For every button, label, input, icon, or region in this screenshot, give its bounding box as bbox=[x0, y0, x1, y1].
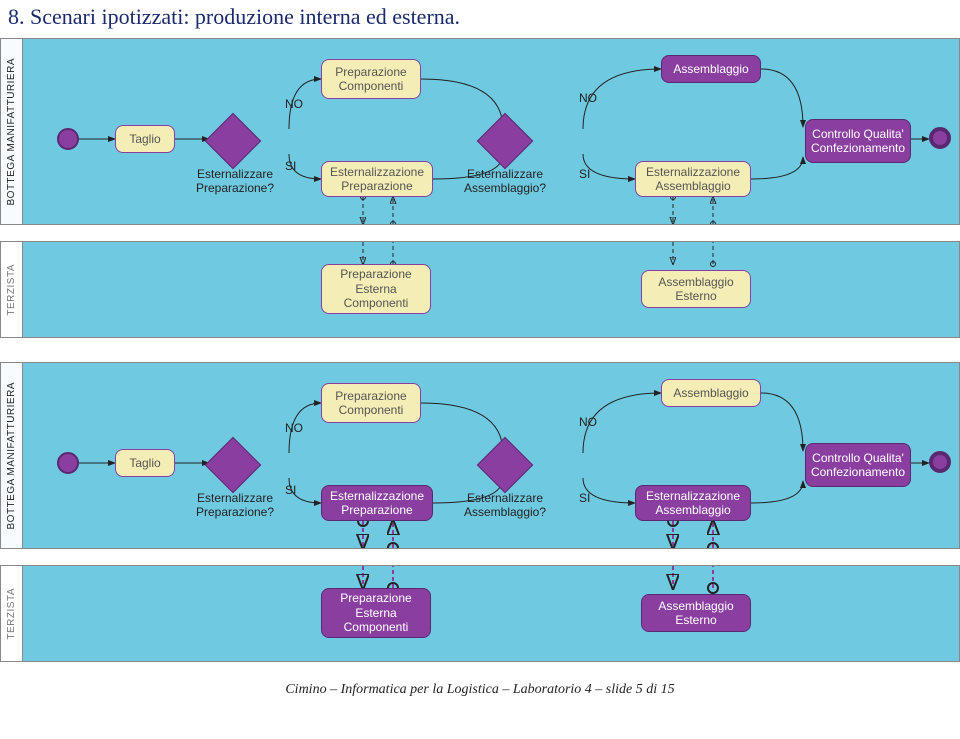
gateway-assem-2 bbox=[477, 437, 534, 494]
start-event-1 bbox=[57, 128, 79, 150]
task-prep-ext-2: Preparazione Esterna Componenti bbox=[321, 588, 431, 638]
pool-bottega-1: BOTTEGA MANIFATTURIERA bbox=[0, 38, 960, 225]
si2-label-1: SI bbox=[579, 167, 590, 181]
gateway-prep-1 bbox=[205, 113, 262, 170]
task-prep-comp-2: Preparazione Componenti bbox=[321, 383, 421, 423]
task-est-prep-1: Esternalizzazione Preparazione bbox=[321, 161, 433, 197]
task-taglio-1: Taglio bbox=[115, 125, 175, 153]
lane-label-text: BOTTEGA MANIFATTURIERA bbox=[6, 58, 17, 206]
pool-terzista-2: TERZISTA Preparazione Esterna Componenti… bbox=[0, 565, 960, 662]
task-est-assem-2: Esternalizzazione Assemblaggio bbox=[635, 485, 751, 521]
lane-label-text: TERZISTA bbox=[6, 264, 17, 316]
task-assemblaggio-2: Assemblaggio bbox=[661, 379, 761, 407]
task-est-prep-2: Esternalizzazione Preparazione bbox=[321, 485, 433, 521]
lane-label-bottega-1: BOTTEGA MANIFATTURIERA bbox=[1, 39, 23, 224]
no2-label-1: NO bbox=[579, 91, 597, 105]
no1-label-1: NO bbox=[285, 97, 303, 111]
gateway-assem-1 bbox=[477, 113, 534, 170]
start-event-2 bbox=[57, 452, 79, 474]
si1-label-1: SI bbox=[285, 159, 296, 173]
no2-label-2: NO bbox=[579, 415, 597, 429]
gw2-label-2: Esternalizzare Assemblaggio? bbox=[455, 491, 555, 520]
pool-bottega-2: BOTTEGA MANIFATTURIERA bbox=[0, 362, 960, 549]
gw2-label-1: Esternalizzare Assemblaggio? bbox=[455, 167, 555, 196]
lane-label-bottega-2: BOTTEGA MANIFATTURIERA bbox=[1, 363, 23, 548]
pool-terzista-1: TERZISTA Preparazione Esterna Componenti… bbox=[0, 241, 960, 338]
no1-label-2: NO bbox=[285, 421, 303, 435]
gateway-prep-2 bbox=[205, 437, 262, 494]
page-title: 8. Scenari ipotizzati: produzione intern… bbox=[0, 0, 960, 38]
task-prep-comp-1: Preparazione Componenti bbox=[321, 59, 421, 99]
end-event-1 bbox=[929, 127, 951, 149]
task-controllo-2: Controllo Qualita' Confezionamento bbox=[805, 443, 911, 487]
si2-label-2: SI bbox=[579, 491, 590, 505]
lane-bottega-1: Taglio Esternalizzare Preparazione? NO S… bbox=[23, 39, 959, 224]
flows-terzista-2 bbox=[23, 566, 960, 661]
lane-bottega-2: Taglio Esternalizzare Preparazione? NO S… bbox=[23, 363, 959, 548]
lane-label-text: TERZISTA bbox=[6, 588, 17, 640]
lane-terzista-1: Preparazione Esterna Componenti Assembla… bbox=[23, 242, 959, 337]
task-taglio-2: Taglio bbox=[115, 449, 175, 477]
task-assem-ext-1: Assemblaggio Esterno bbox=[641, 270, 751, 308]
si1-label-2: SI bbox=[285, 483, 296, 497]
footer-text: Cimino – Informatica per la Logistica – … bbox=[0, 682, 960, 698]
lane-label-text: BOTTEGA MANIFATTURIERA bbox=[6, 382, 17, 530]
task-controllo-1: Controllo Qualita' Confezionamento bbox=[805, 119, 911, 163]
flows-terzista-1 bbox=[23, 242, 960, 337]
gw1-label-1: Esternalizzare Preparazione? bbox=[185, 167, 285, 196]
lane-label-terzista-2: TERZISTA bbox=[1, 566, 23, 661]
end-event-2 bbox=[929, 451, 951, 473]
task-prep-ext-1: Preparazione Esterna Componenti bbox=[321, 264, 431, 314]
task-assemblaggio-1: Assemblaggio bbox=[661, 55, 761, 83]
task-assem-ext-2: Assemblaggio Esterno bbox=[641, 594, 751, 632]
lane-terzista-2: Preparazione Esterna Componenti Assembla… bbox=[23, 566, 959, 661]
lane-label-terzista-1: TERZISTA bbox=[1, 242, 23, 337]
gw1-label-2: Esternalizzare Preparazione? bbox=[185, 491, 285, 520]
task-est-assem-1: Esternalizzazione Assemblaggio bbox=[635, 161, 751, 197]
